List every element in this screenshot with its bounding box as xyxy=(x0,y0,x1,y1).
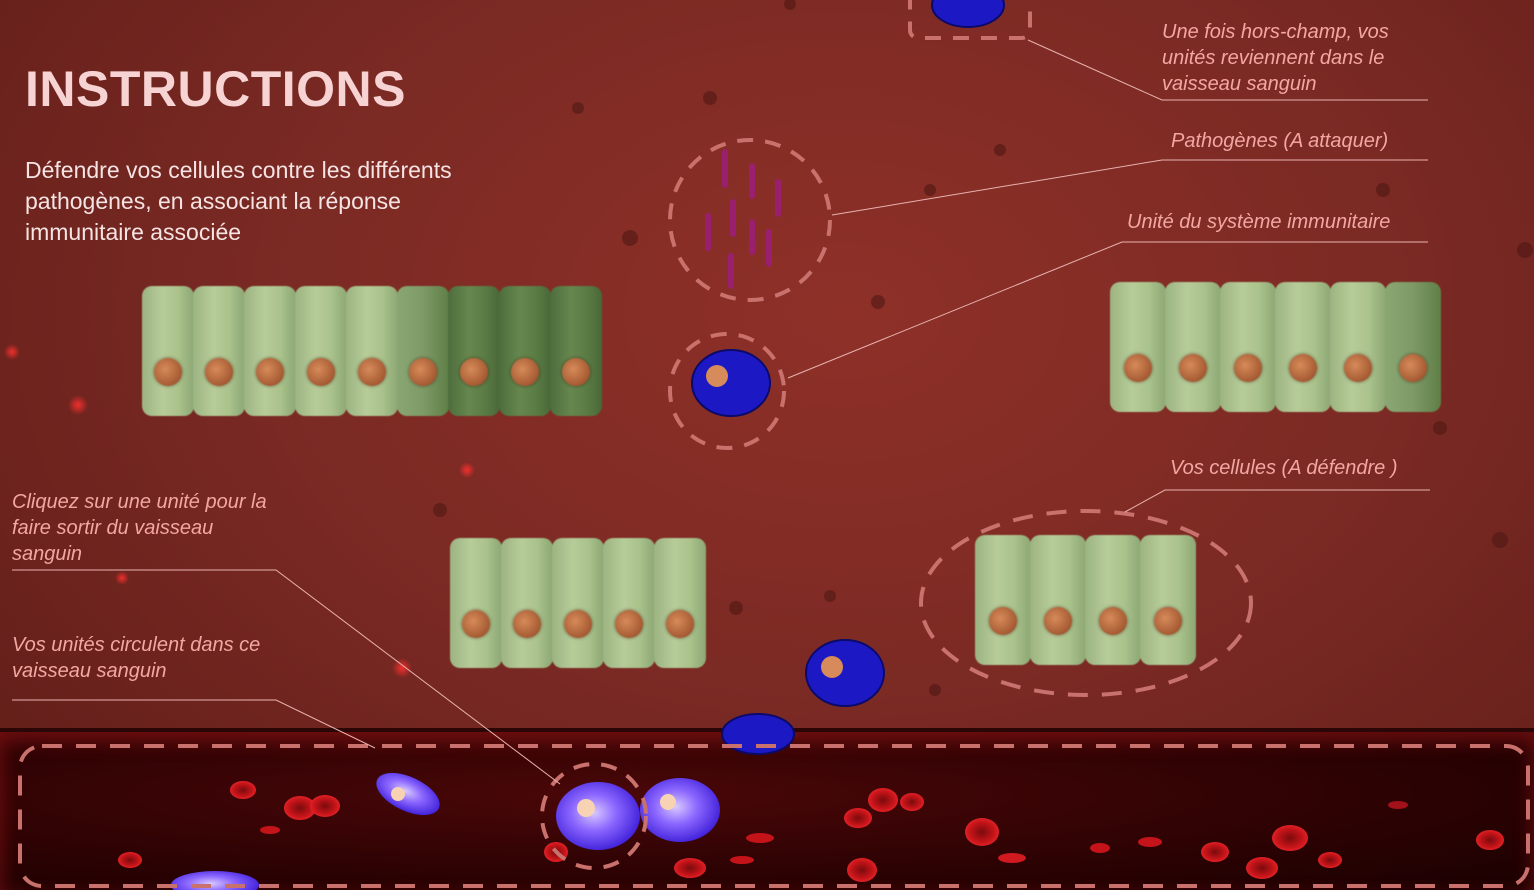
tissue-cell xyxy=(1085,535,1141,665)
note-immune-unit: Unité du système immunitaire xyxy=(1127,211,1391,233)
clickable-unit-highlight xyxy=(540,762,648,870)
tissue-cell xyxy=(1330,282,1386,412)
tissue-cell xyxy=(1275,282,1331,412)
tissue-cell xyxy=(142,286,194,416)
tissue-cell xyxy=(1110,282,1166,412)
note-pathogens: Pathogènes (A attaquer) xyxy=(1171,130,1389,152)
tissue-cell xyxy=(450,538,502,668)
instructions-description: Défendre vos cellules contre les différe… xyxy=(25,157,452,245)
tissue-cell xyxy=(975,535,1031,665)
pathogen-group[interactable] xyxy=(705,149,781,289)
tissue-block-center xyxy=(450,538,706,668)
note-offscreen-units: Une fois hors-champ, vos unités revienne… xyxy=(1162,21,1389,95)
note-your-cells: Vos cellules (A défendre ) xyxy=(1170,457,1398,479)
tissue-cell xyxy=(654,538,706,668)
tissue-cell xyxy=(1165,282,1221,412)
tissue-cell xyxy=(397,286,449,416)
pathogen-highlight xyxy=(668,138,832,302)
vessel-highlight xyxy=(18,744,1530,888)
tissue-cell xyxy=(448,286,500,416)
tissue-cell xyxy=(499,286,551,416)
tissue-cell xyxy=(550,286,602,416)
red-glow-particles xyxy=(4,344,475,678)
immune-unit-offscreen[interactable] xyxy=(931,0,1005,28)
background-particles xyxy=(433,0,1533,696)
immune-unit-nucleus xyxy=(706,365,728,387)
offscreen-highlight xyxy=(908,0,1032,40)
immune-unit[interactable] xyxy=(691,349,771,417)
tissue-cell xyxy=(346,286,398,416)
tissue-cell xyxy=(1385,282,1441,412)
circulating-units[interactable] xyxy=(171,764,720,890)
tissue-cell xyxy=(1140,535,1196,665)
tissue-cell xyxy=(193,286,245,416)
tissue-cell xyxy=(295,286,347,416)
tissue-block-defended xyxy=(975,535,1196,665)
note-click-unit: Cliquez sur une unité pour la faire sort… xyxy=(12,491,267,565)
tissue-cell xyxy=(603,538,655,668)
immune-unit-highlight xyxy=(668,332,786,450)
tissue-cell xyxy=(1220,282,1276,412)
tissue-cell xyxy=(1030,535,1086,665)
tissue-block-right xyxy=(1110,282,1441,412)
tissue-block-left xyxy=(142,286,602,416)
tissue-cell xyxy=(501,538,553,668)
note-units-circulate: Vos unités circulent dans ce vaisseau sa… xyxy=(12,634,261,682)
defended-cells-highlight xyxy=(919,509,1253,697)
immune-unit-nucleus xyxy=(821,656,843,678)
tissue-cell xyxy=(244,286,296,416)
tissue-cell xyxy=(552,538,604,668)
red-blood-cells xyxy=(118,781,1504,882)
instructions-title: INSTRUCTIONS xyxy=(25,61,406,117)
immune-unit[interactable] xyxy=(805,639,885,707)
annotation-leaders xyxy=(12,39,1430,785)
